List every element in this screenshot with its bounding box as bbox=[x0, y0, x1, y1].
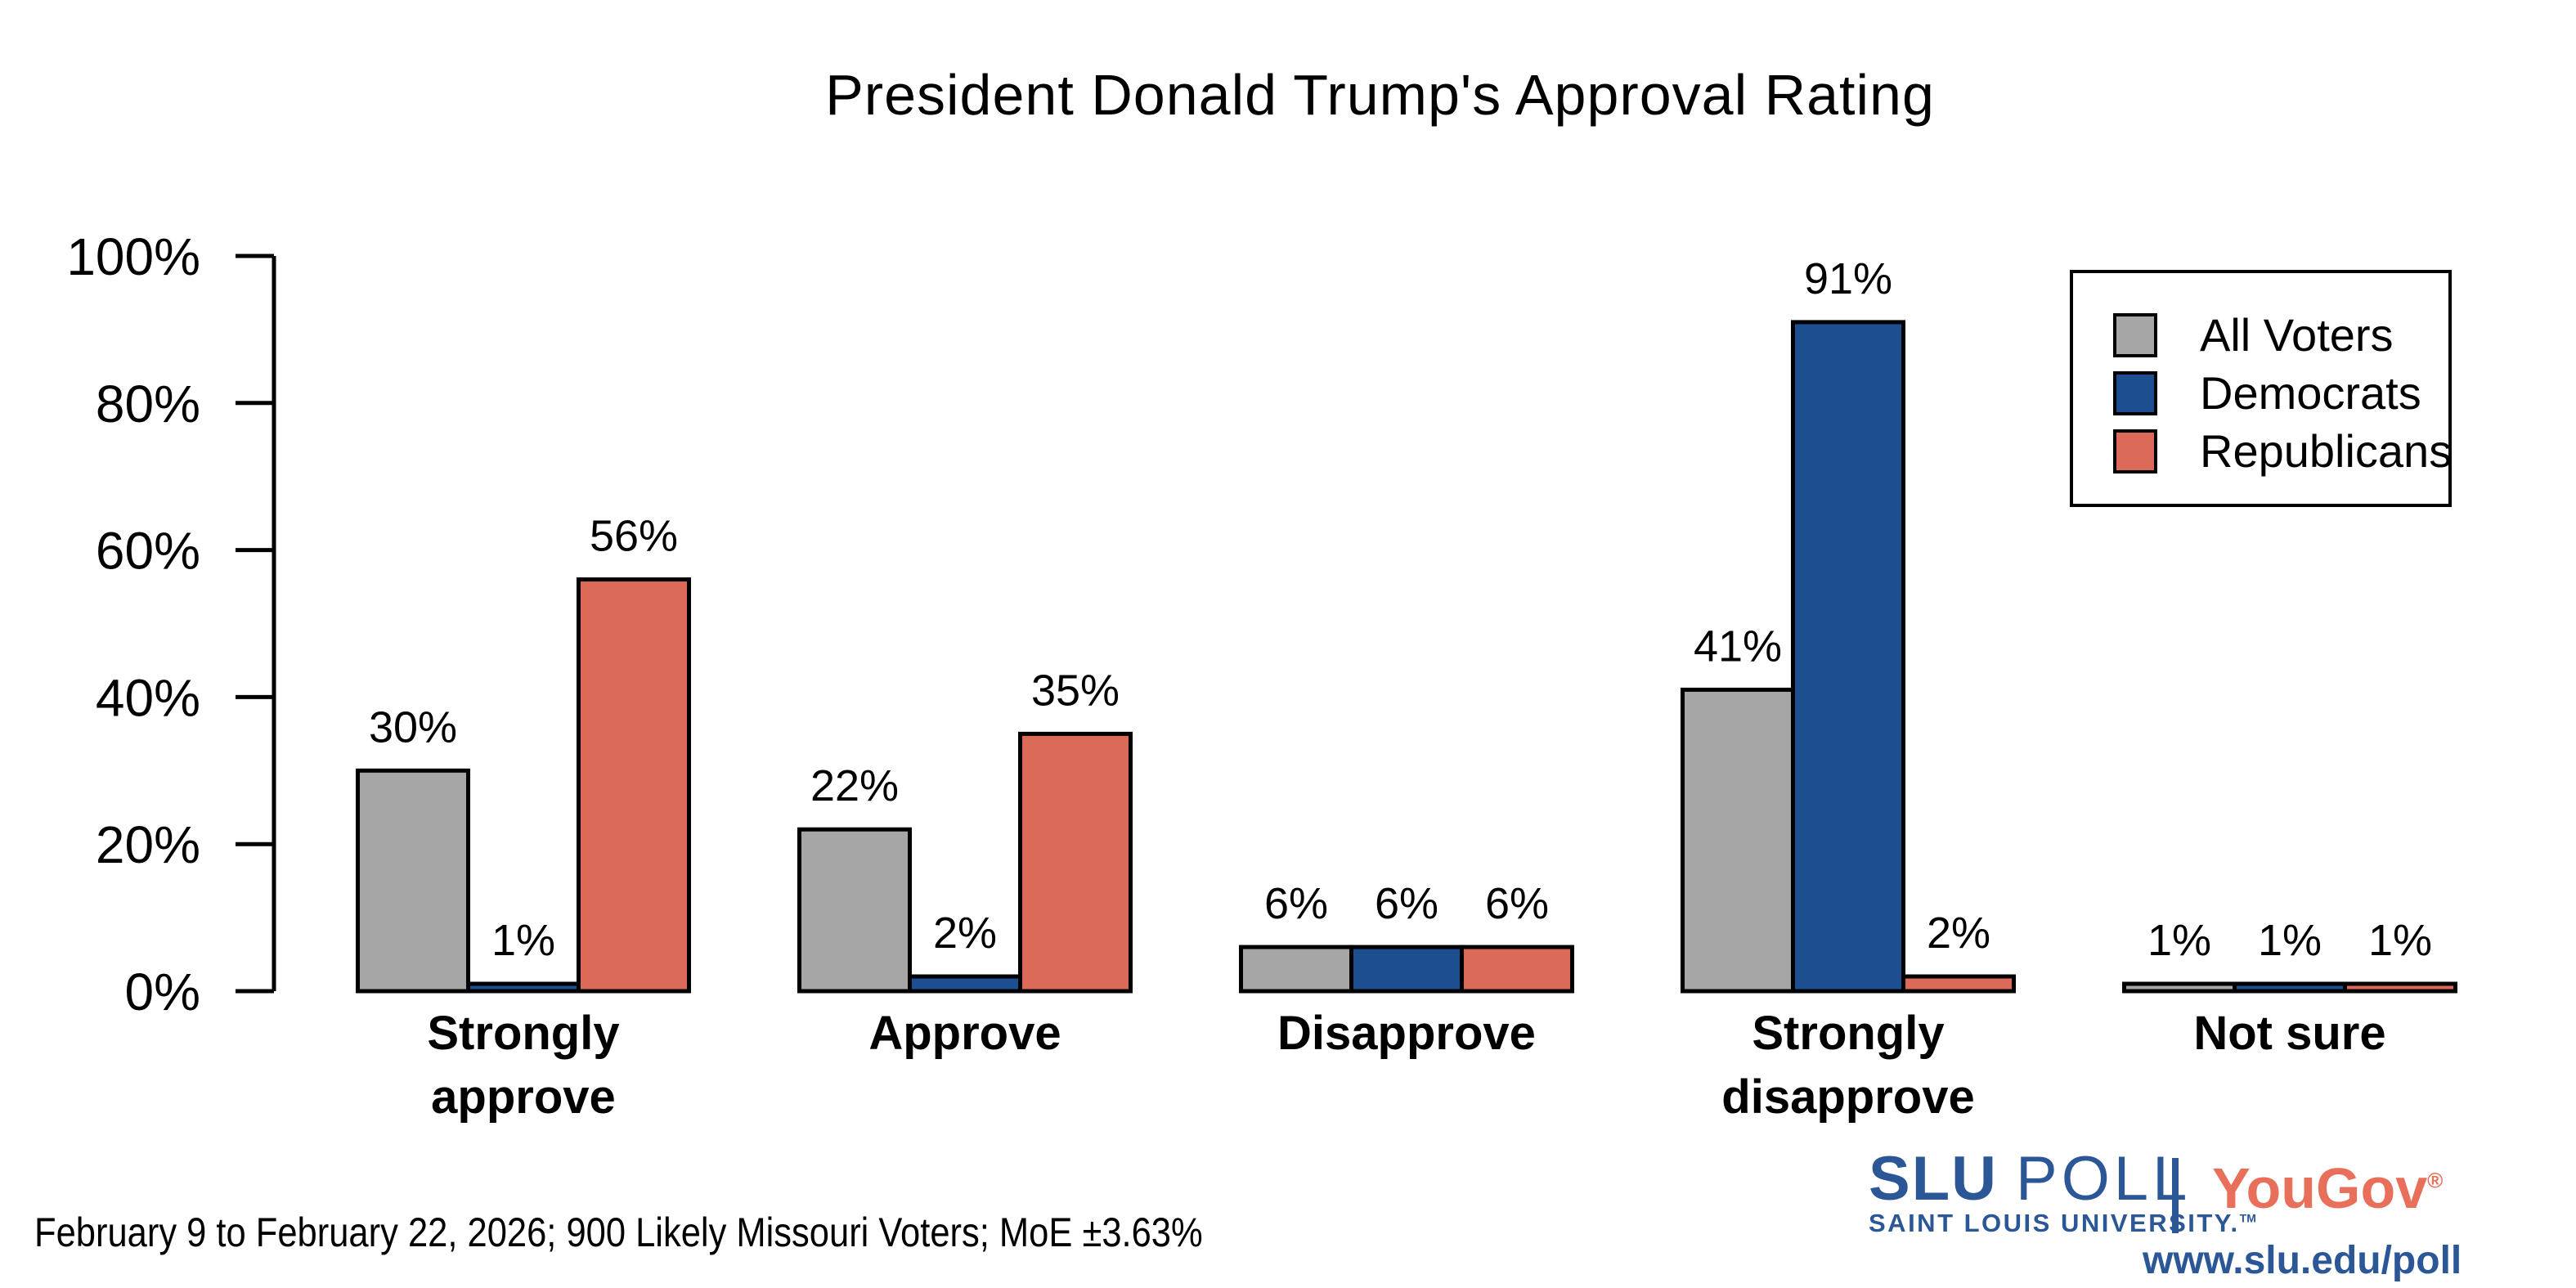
bar-value-label: 1% bbox=[2258, 916, 2322, 965]
bar bbox=[577, 577, 691, 994]
legend-item-democrats: Democrats bbox=[2113, 364, 2448, 422]
registered-symbol: ® bbox=[2427, 1168, 2444, 1193]
x-category-label: Approve bbox=[868, 1007, 1061, 1060]
trademark-symbol: TM bbox=[2239, 1211, 2256, 1225]
bar bbox=[1349, 945, 1464, 994]
bar bbox=[908, 974, 1022, 994]
slu-subtitle: SAINT LOUIS UNIVERSITY.TM bbox=[1869, 1209, 2256, 1238]
bar bbox=[1681, 687, 1795, 994]
bar-value-label: 1% bbox=[2147, 916, 2211, 965]
bar bbox=[1791, 320, 1905, 994]
bar-value-label: 1% bbox=[2368, 916, 2432, 965]
legend-item-republicans: Republicans bbox=[2113, 422, 2452, 480]
x-category-label: Strongly bbox=[1752, 1007, 1944, 1060]
bar-value-label: 2% bbox=[1927, 909, 1990, 958]
y-axis-tick-label: 20% bbox=[96, 815, 200, 874]
x-category-label: Disapprove bbox=[1277, 1007, 1536, 1060]
y-axis-tick-label: 100% bbox=[66, 227, 200, 286]
x-category-label: Strongly bbox=[427, 1007, 619, 1060]
bar bbox=[2233, 981, 2347, 994]
slu-logo-text: SLU bbox=[1869, 1144, 1998, 1214]
slu-poll-logo: SLU POLL bbox=[1869, 1148, 2191, 1210]
legend-swatch-republicans bbox=[2113, 429, 2157, 473]
x-category-label: Not sure bbox=[2193, 1007, 2385, 1060]
legend-item-all-voters: All Voters bbox=[2113, 306, 2448, 364]
bar-value-label: 91% bbox=[1804, 254, 1892, 303]
legend: All Voters Democrats Republicans bbox=[2070, 270, 2452, 507]
bar-value-label: 30% bbox=[369, 702, 457, 752]
x-category-label: approve bbox=[431, 1070, 616, 1124]
bar-value-label: 22% bbox=[810, 761, 899, 810]
poll-logo-text: POLL bbox=[2016, 1144, 2192, 1214]
bar-value-label: 35% bbox=[1031, 666, 1120, 715]
bar bbox=[1239, 945, 1353, 994]
bar-value-label: 6% bbox=[1375, 879, 1438, 928]
survey-caption: February 9 to February 22, 2026; 900 Lik… bbox=[34, 1209, 1203, 1255]
bar bbox=[797, 827, 912, 994]
x-category-label: disapprove bbox=[1721, 1070, 1974, 1124]
bar bbox=[356, 768, 470, 994]
slu-subtitle-text: SAINT LOUIS UNIVERSITY. bbox=[1869, 1209, 2240, 1237]
legend-swatch-democrats bbox=[2113, 370, 2157, 415]
bar bbox=[466, 981, 581, 994]
bar bbox=[1460, 945, 1574, 994]
legend-label: Republicans bbox=[2200, 425, 2453, 477]
yougov-logo: YouGov® bbox=[2212, 1160, 2443, 1217]
poll-url: www.slu.edu/poll bbox=[2143, 1239, 2462, 1282]
bar-value-label: 56% bbox=[590, 512, 678, 561]
bar-value-label: 1% bbox=[491, 916, 555, 965]
y-axis-tick-label: 60% bbox=[96, 522, 200, 581]
bar bbox=[2343, 981, 2457, 994]
bar bbox=[1018, 731, 1133, 994]
bar-value-label: 41% bbox=[1694, 622, 1782, 671]
chart-title: President Donald Trump's Approval Rating bbox=[825, 63, 1935, 127]
y-axis-tick-label: 0% bbox=[125, 963, 201, 1021]
bar bbox=[1901, 974, 2016, 994]
legend-label: Democrats bbox=[2200, 367, 2421, 419]
legend-swatch-all-voters bbox=[2113, 312, 2157, 357]
yougov-logo-text: YouGov bbox=[2212, 1156, 2428, 1220]
bar bbox=[2122, 981, 2237, 994]
logo-divider bbox=[2172, 1158, 2179, 1233]
bar-value-label: 2% bbox=[933, 909, 997, 958]
y-axis-tick-label: 80% bbox=[96, 375, 200, 433]
legend-label: All Voters bbox=[2200, 309, 2394, 361]
y-axis-tick-label: 40% bbox=[96, 668, 200, 727]
bar-value-label: 6% bbox=[1485, 879, 1549, 928]
bar-value-label: 6% bbox=[1264, 879, 1328, 928]
